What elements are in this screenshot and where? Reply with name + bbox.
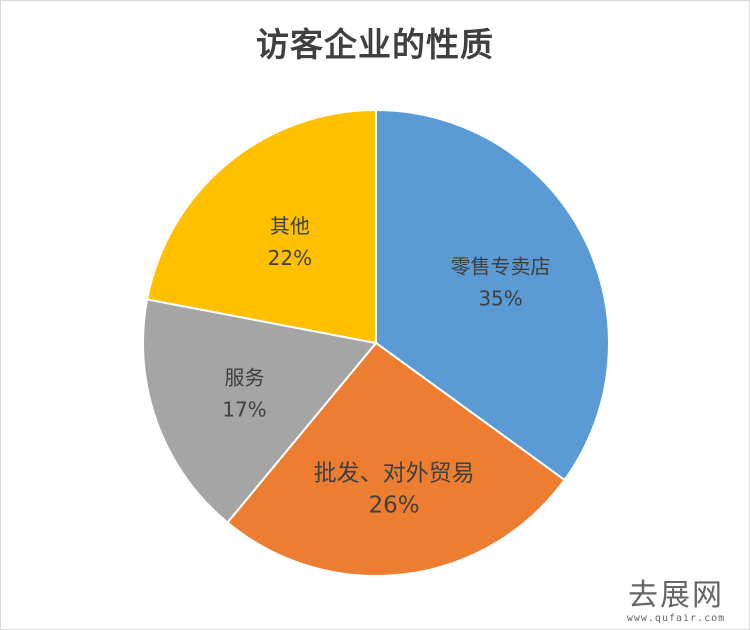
slice-label: 批发、对外贸易 [314, 460, 475, 486]
watermark-url: www.qufair.com [626, 613, 726, 624]
slice-value-label: 35% [478, 287, 522, 311]
chart-title: 访客企业的性质 [256, 25, 494, 64]
slice-label: 零售专卖店 [451, 255, 551, 279]
slice-value-label: 17% [222, 397, 266, 421]
slice-label: 服务 [224, 365, 264, 389]
watermark-text: 去展网 [628, 578, 724, 613]
pie-slice [142, 298, 378, 524]
pie-slice [226, 341, 566, 577]
slice-label: 其他 [270, 214, 310, 238]
watermark: 去展网 www.qufair.com [616, 578, 736, 625]
pie-slice [145, 108, 377, 345]
slice-value-label: 22% [268, 246, 312, 270]
slice-value-label: 26% [369, 492, 420, 518]
pie-slice [375, 108, 610, 482]
